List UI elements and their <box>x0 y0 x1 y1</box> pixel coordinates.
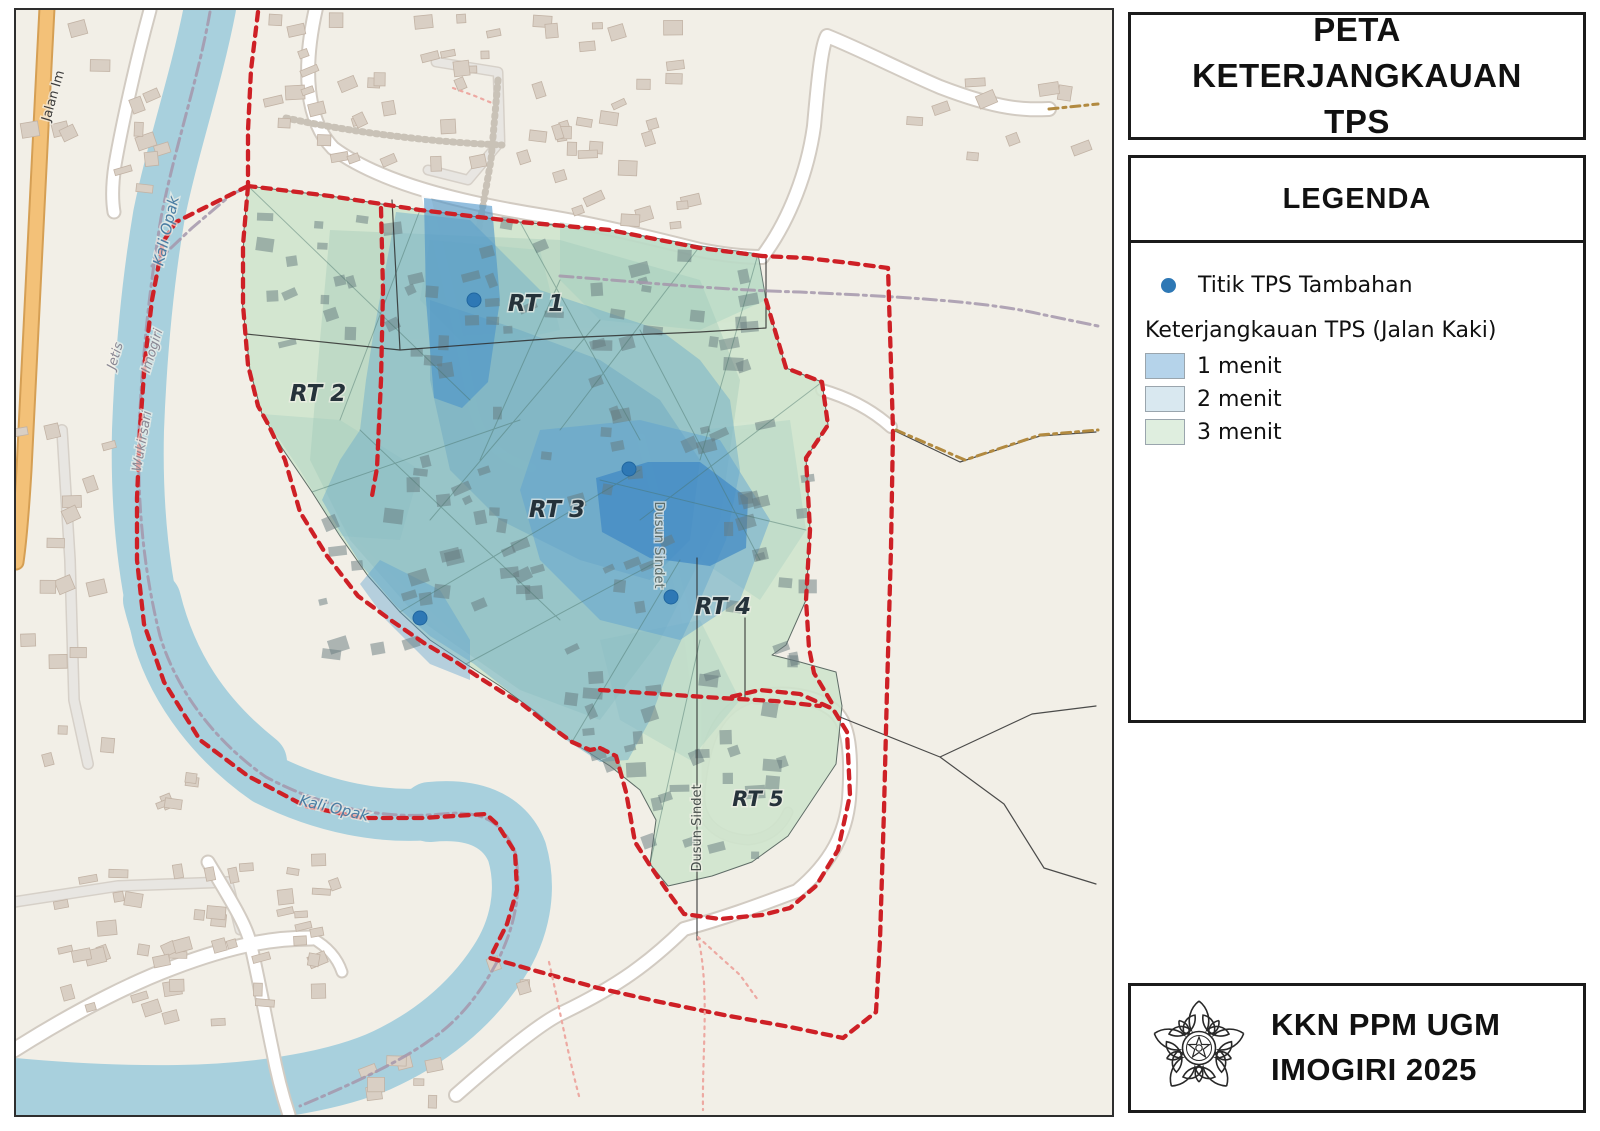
layer-desa-boundary-red <box>134 10 896 1041</box>
title-line2: TPS <box>1324 103 1390 141</box>
legend-item-tps-point: Titik TPS Tambahan <box>1161 273 1583 298</box>
credit-text: KKN PPM UGM IMOGIRI 2025 <box>1271 1003 1500 1093</box>
svg-text:Dusun Sindet: Dusun Sindet <box>690 784 705 871</box>
svg-text:RT 4: RT 4 <box>695 594 751 620</box>
page-title: PETA KETERJANGKAUAN TPS <box>1131 7 1583 146</box>
legend-item-3-menit: 3 menit <box>1145 419 1583 445</box>
title-box: PETA KETERJANGKAUAN TPS <box>1128 11 1586 140</box>
legend-group-title: Keterjangkauan TPS (Jalan Kaki) <box>1145 318 1497 343</box>
zone-3-swatch <box>1145 419 1185 445</box>
credit-line1: KKN PPM UGM <box>1271 1007 1501 1043</box>
tps-point-icon <box>1161 278 1176 293</box>
ugm-logo <box>1153 1000 1245 1087</box>
svg-text:RT 5: RT 5 <box>732 787 783 811</box>
legend-item-label: 3 menit <box>1197 419 1282 445</box>
svg-text:RT 1: RT 1 <box>508 291 564 317</box>
legend-item-1-menit: 1 menit <box>1145 353 1583 379</box>
svg-text:Dusun Sindet: Dusun Sindet <box>651 501 666 588</box>
credit-line2: IMOGIRI 2025 <box>1271 1052 1477 1087</box>
legend-item-label: 1 menit <box>1197 353 1282 379</box>
layer-track-tan <box>894 102 1100 462</box>
zone-2-swatch <box>1145 386 1185 412</box>
legend-body: Titik TPS Tambahan Keterjangkauan TPS (J… <box>1131 243 1583 445</box>
map-panel: RT 1 RT 2 RT 3 RT 4 RT 5 Kali Opak Kali Opak Je… <box>14 8 1114 1117</box>
zone-1-swatch <box>1145 353 1185 379</box>
layer-buildings-outside <box>16 12 1093 1109</box>
layer-buildings-inside <box>255 212 817 859</box>
layer-tps-points <box>412 292 679 626</box>
layer-network-lines <box>247 185 823 865</box>
legend-box: LEGENDA Titik TPS Tambahan Keterjangkaua… <box>1128 155 1586 723</box>
legend-header: LEGENDA <box>1131 158 1583 243</box>
svg-text:RT 3: RT 3 <box>529 497 585 523</box>
legend-item-2-menit: 2 menit <box>1145 386 1583 412</box>
layer-orange-road <box>16 10 56 571</box>
svg-text:RT 2: RT 2 <box>290 381 346 407</box>
legend-item-label: Titik TPS Tambahan <box>1198 273 1413 298</box>
title-line1: PETA KETERJANGKAUAN <box>1192 10 1522 94</box>
layer-paths-pink <box>451 86 760 1112</box>
legend-title: LEGENDA <box>1282 182 1432 215</box>
credit-box: KKN PPM UGM IMOGIRI 2025 <box>1128 983 1586 1113</box>
layer-zone-1-menit <box>360 198 770 680</box>
legend-item-label: 2 menit <box>1197 386 1282 412</box>
